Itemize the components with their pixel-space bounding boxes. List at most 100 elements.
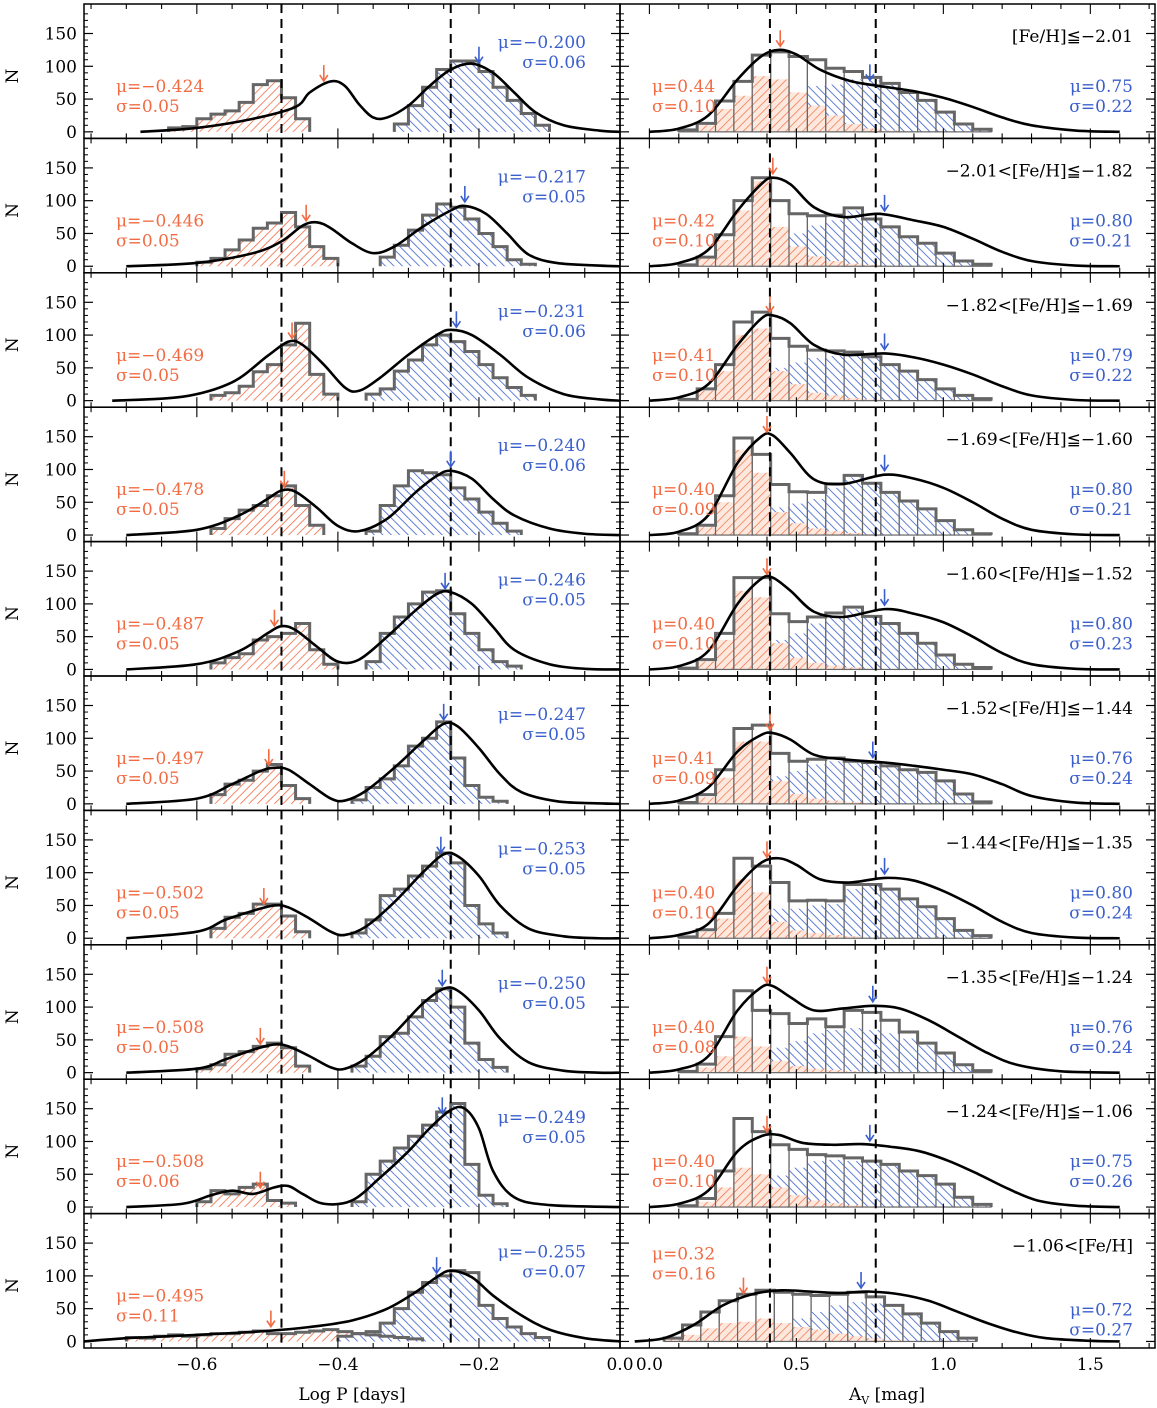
rrab-logp-bar	[408, 603, 423, 670]
rrab-logp-bar	[380, 257, 395, 267]
rrab-mean-arrow	[879, 454, 890, 473]
rrc-sigma-label: σ=0.09	[652, 500, 716, 520]
rrc-logp-bar	[239, 1187, 254, 1208]
rrc-logp-bar	[210, 794, 226, 804]
rrc-logp-bar	[225, 917, 240, 939]
rrab-logp-bar	[464, 498, 479, 536]
y-axis-label: N	[3, 1009, 23, 1024]
rrab-logp-bar	[352, 932, 367, 939]
rrc-av-bar	[697, 390, 716, 401]
rrc-av-bar	[752, 1046, 771, 1073]
model-density-curve	[634, 1288, 1120, 1343]
rrc-mean-arrow	[765, 713, 775, 731]
rrc-av-bar	[862, 399, 881, 401]
rrab-logp-bar	[422, 1125, 437, 1208]
rrc-mu-label: μ=0.42	[652, 211, 715, 231]
rrc-av-bar	[733, 449, 753, 536]
rrab-sigma-label: σ=0.05	[522, 725, 586, 745]
rrab-logp-bar	[450, 613, 465, 670]
rrc-av-bar	[807, 392, 826, 401]
rrc-av-bar	[844, 801, 863, 804]
rrab-mu-label: μ=0.80	[1070, 883, 1133, 903]
rrc-logp-bar	[196, 1068, 211, 1073]
rrab-mean-arrow	[446, 450, 456, 469]
rrc-logp-bar	[267, 764, 282, 804]
rrab-mu-label: μ=0.76	[1070, 1018, 1133, 1038]
rrc-av-bar	[752, 892, 771, 939]
rrab-av-bar	[844, 763, 863, 804]
rrab-logp-bar	[352, 799, 367, 804]
rrab-mean-arrow-head	[440, 582, 450, 591]
rrab-logp-bar	[478, 1195, 494, 1208]
rrc-mean-arrow	[255, 1027, 265, 1046]
rrab-mean-arrow-head	[460, 195, 470, 204]
rrc-sigma-label: σ=0.10	[652, 1172, 716, 1192]
rrc-mean-arrow-head	[255, 1181, 265, 1190]
y-tick-label: 50	[55, 628, 77, 648]
y-tick-label: 0	[66, 660, 77, 680]
rrc-sigma-label: σ=0.08	[652, 1038, 716, 1058]
rrc-av-bar	[789, 1195, 808, 1208]
rrc-av-bar	[733, 741, 753, 804]
left-x-axis-label: Log P [days]	[298, 1385, 405, 1405]
rrab-sigma-label: σ=0.05	[522, 994, 586, 1014]
rrab-logp-bar	[366, 1056, 381, 1073]
rrab-logp-bar	[478, 364, 494, 401]
rrc-av-bar	[770, 780, 790, 804]
rrc-av-bar	[825, 934, 845, 939]
rrab-av-bar	[954, 260, 973, 267]
rrab-logp-bar	[408, 746, 423, 804]
rrc-logp-bar	[309, 525, 324, 536]
y-tick-label: 150	[45, 428, 77, 448]
rrab-av-bar	[917, 508, 937, 536]
rrc-logp-bar	[295, 1332, 310, 1342]
rrc-av-bar	[715, 1056, 734, 1073]
model-density-curve	[140, 62, 621, 134]
rrab-av-bar	[899, 898, 918, 939]
rrab-sigma-label: σ=0.22	[1069, 97, 1133, 117]
rrab-sigma-label: σ=0.24	[1069, 903, 1133, 923]
rrc-av-bar	[770, 371, 790, 401]
rrab-mean-arrow-head	[879, 598, 890, 607]
rrc-mean-arrow	[762, 1115, 772, 1134]
rrc-av-bar	[697, 527, 716, 536]
total-av-outline	[677, 856, 993, 939]
rrc-logp-bar	[295, 118, 310, 132]
rrab-logp-bar	[450, 757, 465, 804]
metallicity-bin-label: [Fe/H]≦−2.01	[1012, 27, 1133, 47]
rrc-logp-bar	[267, 904, 282, 939]
rrab-av-bar	[936, 253, 955, 267]
rrc-av-bar	[807, 798, 826, 804]
y-axis-label: N	[3, 472, 23, 487]
rrc-logp-bar	[239, 1332, 254, 1342]
rrc-logp-bar	[309, 1330, 324, 1342]
rrab-av-bar	[954, 395, 973, 401]
rrc-mu-label: μ=−0.424	[116, 77, 204, 97]
rrab-logp-bar	[408, 359, 423, 401]
rrc-logp-bar	[267, 636, 282, 670]
rrc-mean-arrow-head	[264, 758, 274, 767]
rrab-mean-arrow-head	[431, 1266, 442, 1275]
rrc-av-bar	[844, 667, 863, 670]
rrc-mean-arrow-head	[255, 1037, 265, 1046]
rrc-sigma-label: σ=0.05	[116, 500, 180, 520]
rrab-logp-bar	[464, 785, 479, 804]
model-density-curve	[126, 589, 621, 671]
rrab-mean-arrow-head	[868, 751, 878, 760]
rrab-av-bar	[862, 616, 881, 670]
rrab-mu-label: μ=0.76	[1070, 749, 1133, 769]
metallicity-bin-label: −1.06<[Fe/H]	[1012, 1237, 1133, 1257]
rrc-logp-bar	[239, 913, 254, 939]
y-tick-label: 100	[45, 326, 77, 346]
rrab-av-bar	[825, 1030, 845, 1073]
rrab-mean-arrow-head	[446, 460, 456, 469]
rrab-av-bar	[917, 772, 937, 804]
rrc-mean-arrow	[775, 30, 785, 48]
rrc-mean-arrow-head	[762, 976, 772, 985]
rrc-av-bar	[697, 258, 716, 267]
rrc-mu-label: μ=−0.478	[116, 480, 204, 500]
rrc-av-bar	[825, 665, 845, 670]
rrc-logp-bar	[253, 904, 268, 939]
rrab-av-bar	[954, 529, 973, 536]
rrab-logp-bar	[535, 1337, 550, 1342]
